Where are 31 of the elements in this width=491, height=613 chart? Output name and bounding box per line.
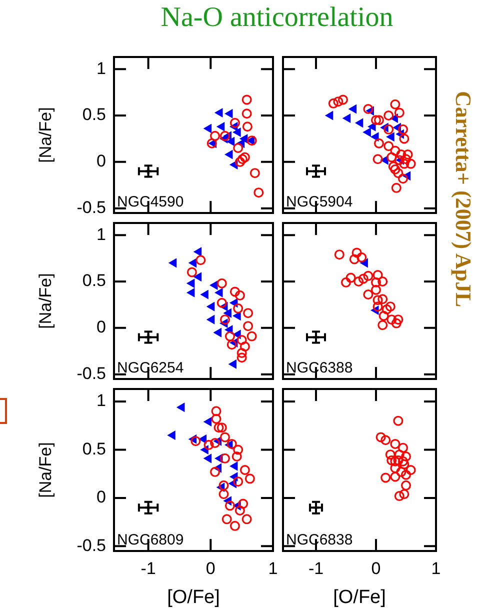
annotation: NGC6254 (117, 360, 184, 377)
y-tick-label: -0.5 (76, 198, 106, 218)
y-tick-label: -0.5 (76, 536, 106, 555)
y-axis-title: [Na/Fe] (36, 442, 55, 498)
y-tick-label: 0.5 (82, 271, 106, 290)
y-tick-label: 1 (96, 224, 106, 244)
annotation: NGC6838 (286, 532, 353, 549)
x-tick-label: -1 (140, 558, 156, 578)
x-tick-label: 1 (268, 558, 278, 578)
y-tick-label: -0.5 (76, 364, 106, 384)
y-axis-title: [Na/Fe] (36, 273, 55, 329)
x-axis-title: [O/Fe] (167, 586, 220, 608)
y-tick-label: 0 (96, 318, 106, 337)
y-tick-label: 0.5 (82, 105, 106, 124)
y-tick-label: 1 (96, 391, 106, 410)
annotation: NGC6809 (117, 532, 184, 549)
y-tick-label: 1 (96, 58, 106, 78)
y-tick-label: 0 (96, 152, 106, 171)
x-tick-label: 0 (371, 558, 381, 578)
x-tick-label: -1 (308, 558, 324, 578)
y-tick-label: 0.5 (82, 439, 106, 458)
chart-title: Na-O anticorrelation (160, 2, 394, 34)
x-axis-title: [O/Fe] (333, 586, 386, 608)
x-tick-label: 1 (431, 558, 441, 578)
annotation: NGC4590 (117, 194, 184, 211)
annotation: NGC5904 (286, 194, 353, 211)
text: Carretta+ (2007) ApJL (450, 91, 476, 308)
y-axis-title: [Na/Fe] (36, 107, 55, 163)
x-tick-label: 0 (206, 558, 216, 578)
y-tick-label: 0 (96, 488, 106, 507)
annotation: NGC6388 (286, 360, 353, 377)
